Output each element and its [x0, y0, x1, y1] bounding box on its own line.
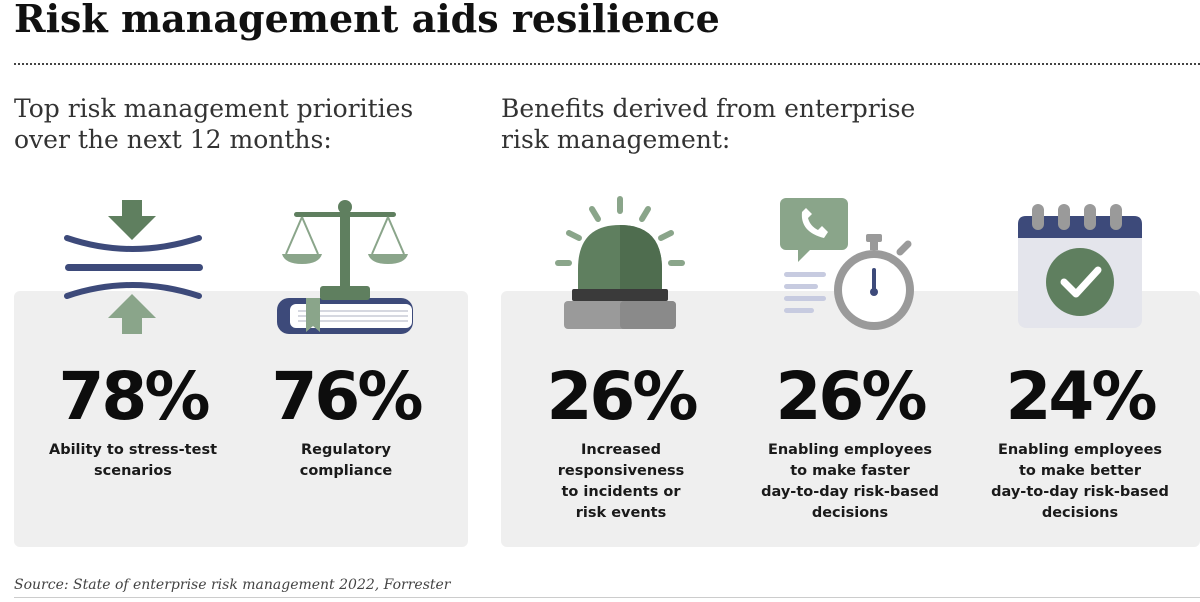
priorities-heading: Top risk management priorities over the … [14, 93, 454, 155]
scales-of-justice-icon [277, 200, 413, 334]
benefits-heading-line: risk management: [501, 125, 731, 154]
stat-label-line: decisions [1041, 505, 1119, 521]
stat-label-line: Enabling employees [767, 442, 933, 458]
benefits-heading: Benefits derived from enterprise risk ma… [501, 93, 1021, 155]
calendar-check-icon [1018, 204, 1142, 328]
stat-label-line: Ability to stress-test [48, 442, 218, 458]
stat-label-line: risk events [575, 505, 667, 521]
alarm-siren-icon [555, 196, 685, 329]
stat-label-line: responsiveness [557, 463, 685, 479]
stopwatch-phone-icon [780, 198, 914, 330]
source-citation: Source: State of enterprise risk managem… [14, 577, 451, 593]
stat-label: Increased responsiveness to incidents or… [511, 440, 731, 524]
stat-label-line: day-to-day risk-based [761, 484, 939, 500]
stat-label-line: decisions [811, 505, 889, 521]
stat-label: Ability to stress-test scenarios [23, 440, 243, 482]
priority-stat-regulatory: 76% Regulatory compliance [236, 362, 456, 482]
priorities-heading-line: Top risk management priorities [14, 94, 414, 123]
benefit-stat-faster-decisions: 26% Enabling employees to make faster da… [740, 362, 960, 524]
benefit-stat-responsiveness: 26% Increased responsiveness to incident… [511, 362, 731, 524]
stat-label-line: Regulatory [301, 442, 391, 458]
benefit-stat-better-decisions: 24% Enabling employees to make better da… [970, 362, 1190, 524]
stat-label-line: day-to-day risk-based [991, 484, 1169, 500]
stress-test-icon [64, 200, 203, 334]
benefits-panel [501, 291, 1200, 547]
stat-value: 26% [546, 358, 699, 435]
stat-label-line: Enabling employees [997, 442, 1163, 458]
stat-label: Enabling employees to make faster day-to… [740, 440, 960, 524]
priority-stat-stress-test: 78% Ability to stress-test scenarios [23, 362, 243, 482]
stat-label-line: to make faster [790, 463, 910, 479]
dotted-divider [14, 63, 1200, 65]
stat-label-line: to incidents or [561, 484, 681, 500]
stat-label-line: scenarios [94, 463, 172, 479]
stat-label-line: to make better [1018, 463, 1142, 479]
stat-label: Enabling employees to make better day-to… [970, 440, 1190, 524]
stat-value: 76% [271, 358, 424, 435]
benefits-heading-line: Benefits derived from enterprise [501, 94, 916, 123]
stat-value: 26% [775, 358, 928, 435]
priorities-heading-line: over the next 12 months: [14, 125, 332, 154]
stat-label-line: Increased [581, 442, 661, 458]
stat-value: 78% [58, 358, 211, 435]
bottom-divider [14, 597, 1200, 598]
stat-label: Regulatory compliance [236, 440, 456, 482]
stat-label-line: compliance [299, 463, 393, 479]
page-title: Risk management aids resilience [14, 0, 720, 41]
stat-value: 24% [1005, 358, 1158, 435]
